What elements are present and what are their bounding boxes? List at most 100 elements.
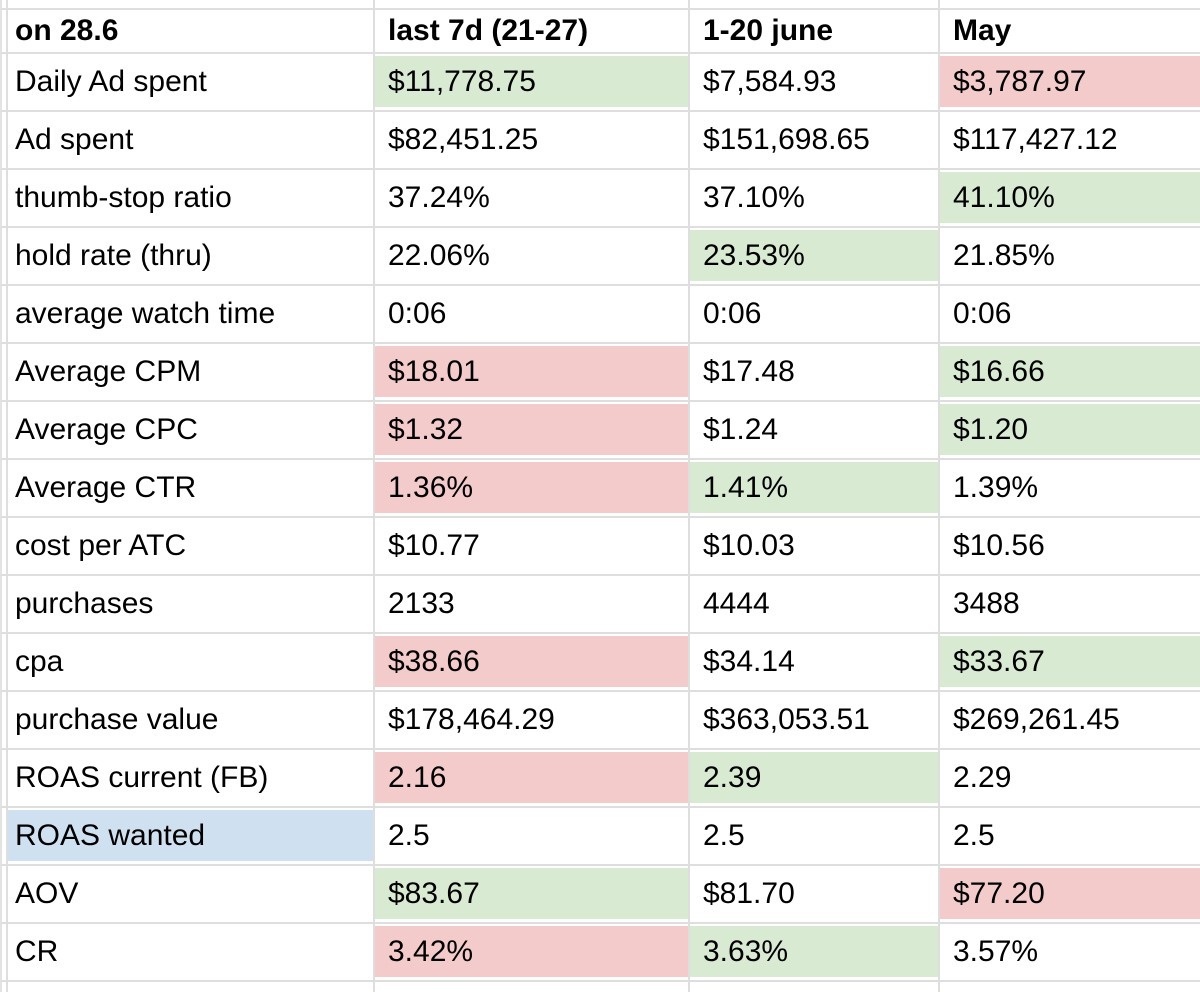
partial-cell bbox=[690, 0, 940, 10]
row-label: Ad spent bbox=[15, 122, 134, 156]
value-cell[interactable]: 37.24% bbox=[375, 170, 690, 228]
cell-fill: CR bbox=[8, 926, 373, 977]
cell-fill: $151,698.65 bbox=[690, 114, 938, 165]
value-cell[interactable]: 1.41% bbox=[690, 460, 940, 518]
value-cell[interactable]: $34.14 bbox=[690, 634, 940, 692]
row-label-cell[interactable]: average watch time bbox=[8, 286, 375, 344]
value-cell[interactable]: 41.10% bbox=[940, 170, 1200, 228]
value-cell[interactable]: $38.66 bbox=[375, 634, 690, 692]
row-label-cell[interactable]: ROAS current (FB) bbox=[8, 750, 375, 808]
value-cell[interactable]: 3.42% bbox=[375, 924, 690, 982]
value-cell[interactable]: $11,778.75 bbox=[375, 54, 690, 112]
value-cell[interactable]: 2.5 bbox=[940, 808, 1200, 866]
column-header-may[interactable]: May bbox=[940, 10, 1200, 54]
value-cell[interactable]: 0:06 bbox=[940, 286, 1200, 344]
row-label: cpa bbox=[15, 644, 64, 678]
cell-fill: 1-20 june bbox=[690, 12, 938, 49]
value-cell[interactable]: $151,698.65 bbox=[690, 112, 940, 170]
value-cell[interactable]: 2.5 bbox=[690, 808, 940, 866]
value-cell[interactable]: 2.5 bbox=[375, 808, 690, 866]
row-label: CR bbox=[15, 934, 59, 968]
cell-value: $7,584.93 bbox=[703, 64, 837, 98]
gutter-cell bbox=[0, 10, 8, 54]
cell-value: $117,427.12 bbox=[953, 122, 1118, 156]
value-cell[interactable]: $81.70 bbox=[690, 866, 940, 924]
value-cell[interactable]: 1.36% bbox=[375, 460, 690, 518]
value-cell[interactable]: $17.48 bbox=[690, 344, 940, 402]
value-cell[interactable]: $18.01 bbox=[375, 344, 690, 402]
cell-fill: $16.66 bbox=[940, 346, 1200, 397]
row-label-cell[interactable]: ROAS wanted bbox=[8, 808, 375, 866]
row-label-cell[interactable]: Average CPM bbox=[8, 344, 375, 402]
row-label-cell[interactable]: purchases bbox=[8, 576, 375, 634]
cell-value: $18.01 bbox=[388, 354, 480, 388]
cell-fill: on 28.6 bbox=[8, 12, 373, 49]
value-cell[interactable]: 2.16 bbox=[375, 750, 690, 808]
cell-fill: $1.20 bbox=[940, 404, 1200, 455]
gutter-cell bbox=[0, 808, 8, 866]
row-label-cell[interactable]: CR bbox=[8, 924, 375, 982]
value-cell[interactable]: $269,261.45 bbox=[940, 692, 1200, 750]
cell-fill: 21.85% bbox=[940, 230, 1200, 281]
cell-value: 0:06 bbox=[703, 296, 762, 330]
row-label-cell[interactable]: Ad spent bbox=[8, 112, 375, 170]
value-cell[interactable]: 2.39 bbox=[690, 750, 940, 808]
value-cell[interactable]: $7,584.93 bbox=[690, 54, 940, 112]
gutter-cell bbox=[0, 866, 8, 924]
value-cell[interactable]: $33.67 bbox=[940, 634, 1200, 692]
row-label-cell[interactable]: purchase value bbox=[8, 692, 375, 750]
row-label: ROAS current (FB) bbox=[15, 760, 269, 794]
value-cell[interactable]: $3,787.97 bbox=[940, 54, 1200, 112]
value-cell[interactable]: $117,427.12 bbox=[940, 112, 1200, 170]
row-label-cell[interactable]: thumb-stop ratio bbox=[8, 170, 375, 228]
cell-value: 1.39% bbox=[953, 470, 1039, 504]
value-cell[interactable]: 3488 bbox=[940, 576, 1200, 634]
column-header-1-20-june[interactable]: 1-20 june bbox=[690, 10, 940, 54]
value-cell[interactable]: $16.66 bbox=[940, 344, 1200, 402]
value-cell[interactable]: 3.63% bbox=[690, 924, 940, 982]
row-label-cell[interactable]: AOV bbox=[8, 866, 375, 924]
row-label-cell[interactable]: cpa bbox=[8, 634, 375, 692]
corner-header-cell[interactable]: on 28.6 bbox=[8, 10, 375, 54]
value-cell[interactable]: $10.77 bbox=[375, 518, 690, 576]
value-cell[interactable]: 22.06% bbox=[375, 228, 690, 286]
cell-value: $269,261.45 bbox=[953, 702, 1120, 736]
gutter-cell bbox=[0, 0, 8, 10]
row-label-cell[interactable]: Average CTR bbox=[8, 460, 375, 518]
value-cell[interactable]: $77.20 bbox=[940, 866, 1200, 924]
value-cell[interactable]: 3.57% bbox=[940, 924, 1200, 982]
value-cell[interactable]: 23.53% bbox=[690, 228, 940, 286]
value-cell[interactable]: 4444 bbox=[690, 576, 940, 634]
value-cell[interactable]: $178,464.29 bbox=[375, 692, 690, 750]
value-cell[interactable]: 2133 bbox=[375, 576, 690, 634]
cell-value: 2.29 bbox=[953, 760, 1012, 794]
value-cell[interactable]: 0:06 bbox=[690, 286, 940, 344]
value-cell[interactable]: $1.32 bbox=[375, 402, 690, 460]
cell-value: $16.66 bbox=[953, 354, 1045, 388]
cell-fill: $33.67 bbox=[940, 636, 1200, 687]
value-cell[interactable]: $82,451.25 bbox=[375, 112, 690, 170]
row-label-cell[interactable]: cost per ATC bbox=[8, 518, 375, 576]
value-cell[interactable]: $83.67 bbox=[375, 866, 690, 924]
cell-fill: 2.5 bbox=[690, 810, 938, 861]
row-label-cell[interactable]: hold rate (thru) bbox=[8, 228, 375, 286]
row-label-cell[interactable]: Daily Ad spent bbox=[8, 54, 375, 112]
partial-cell bbox=[690, 982, 940, 992]
row-label-cell[interactable]: Average CPC bbox=[8, 402, 375, 460]
column-header-last-7d[interactable]: last 7d (21-27) bbox=[375, 10, 690, 54]
value-cell[interactable]: 21.85% bbox=[940, 228, 1200, 286]
value-cell[interactable]: $1.20 bbox=[940, 402, 1200, 460]
cell-fill: $11,778.75 bbox=[375, 56, 688, 107]
cell-fill: Daily Ad spent bbox=[8, 56, 373, 107]
value-cell[interactable]: 1.39% bbox=[940, 460, 1200, 518]
value-cell[interactable]: 2.29 bbox=[940, 750, 1200, 808]
value-cell[interactable]: 37.10% bbox=[690, 170, 940, 228]
value-cell[interactable]: $10.56 bbox=[940, 518, 1200, 576]
cell-value: 2.5 bbox=[703, 818, 745, 852]
value-cell[interactable]: $1.24 bbox=[690, 402, 940, 460]
cell-value: 1.36% bbox=[388, 470, 474, 504]
value-cell[interactable]: $363,053.51 bbox=[690, 692, 940, 750]
value-cell[interactable]: $10.03 bbox=[690, 518, 940, 576]
cell-fill: $3,787.97 bbox=[940, 56, 1200, 107]
value-cell[interactable]: 0:06 bbox=[375, 286, 690, 344]
